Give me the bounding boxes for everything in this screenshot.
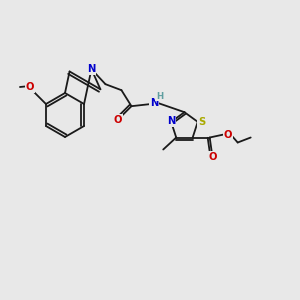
Text: O: O: [224, 130, 232, 140]
Text: O: O: [113, 115, 122, 125]
Text: O: O: [208, 152, 217, 161]
Text: S: S: [198, 117, 206, 127]
Text: N: N: [150, 98, 159, 108]
Text: H: H: [156, 92, 163, 101]
Text: N: N: [167, 116, 175, 126]
Text: O: O: [26, 82, 34, 92]
Text: N: N: [87, 64, 96, 74]
